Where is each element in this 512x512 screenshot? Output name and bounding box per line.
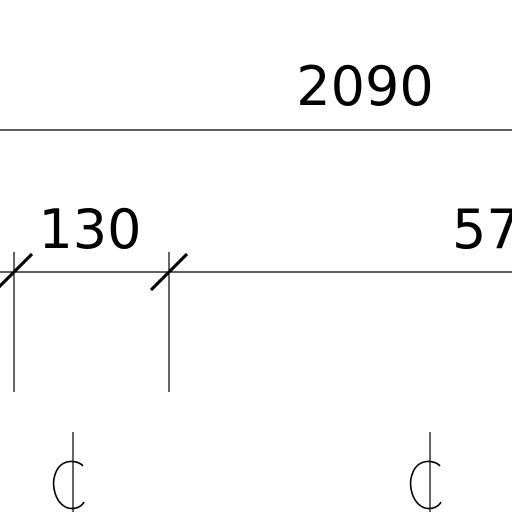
centerline-marker-left <box>52 432 85 512</box>
segment-b-dimension-label: 57 <box>452 198 512 261</box>
centerline-c-arc-left <box>52 460 85 510</box>
overall-dimension-label: 2090 <box>296 55 433 118</box>
segment-a-dimension-label: 130 <box>38 198 141 261</box>
tick-mark-middle <box>149 252 189 292</box>
centerline-marker-right <box>409 432 442 512</box>
centerline-c-arc-right <box>409 460 442 510</box>
tick-mark-left <box>0 252 34 289</box>
